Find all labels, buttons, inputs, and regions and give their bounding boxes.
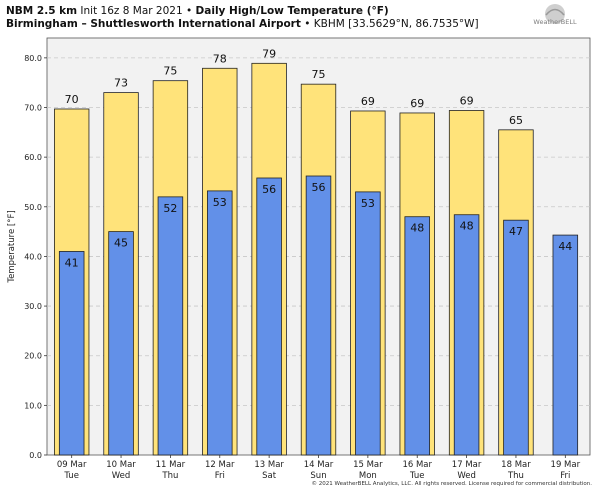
x-tick-label-date: 17 Mar	[452, 460, 482, 470]
y-tick-label: 80.0	[24, 54, 42, 63]
low-temp-bar	[58, 251, 85, 456]
high-temp-label: 78	[213, 52, 227, 65]
y-tick-label: 40.0	[24, 252, 42, 261]
low-temp-bar	[108, 231, 134, 456]
low-temp-label: 41	[65, 256, 79, 269]
x-tick-label-day: Tue	[63, 471, 79, 481]
low-temp-label: 48	[410, 222, 424, 235]
x-tick-label-day: Thu	[161, 471, 178, 481]
model-name: NBM 2.5 km	[6, 5, 78, 17]
y-tick-label: 70.0	[24, 104, 42, 113]
y-tick-label: 10.0	[24, 401, 42, 410]
x-tick-label-day: Sat	[262, 471, 277, 481]
x-tick-label-date: 12 Mar	[205, 460, 235, 470]
high-temp-label: 69	[460, 94, 474, 107]
high-temp-label: 69	[361, 95, 375, 108]
separator: •	[186, 5, 193, 17]
x-tick-label-date: 11 Mar	[156, 460, 186, 470]
x-tick-label-day: Fri	[560, 471, 570, 481]
low-temp-label: 45	[114, 237, 128, 250]
x-tick-label-date: 14 Mar	[304, 460, 334, 470]
x-tick-label-date: 10 Mar	[106, 460, 136, 470]
low-temp-label: 47	[509, 225, 523, 238]
station-name: Birmingham – Shuttlesworth International…	[6, 18, 301, 30]
low-temp-label: 48	[460, 220, 474, 233]
low-temp-bar	[552, 234, 579, 456]
x-tick-label-day: Sun	[310, 471, 326, 481]
x-tick-label-date: 09 Mar	[57, 460, 87, 470]
x-tick-label-day: Tue	[409, 471, 425, 481]
high-temp-label: 65	[509, 114, 523, 127]
high-temp-label: 79	[262, 47, 276, 60]
low-temp-bar	[503, 219, 529, 456]
station-coords: KBHM [33.5629°N, 86.7535°W]	[313, 18, 479, 30]
weatherbell-logo-icon: WeatherBELL	[533, 4, 577, 26]
high-temp-label: 70	[65, 93, 79, 106]
x-tick-label-day: Wed	[112, 471, 131, 481]
high-temp-label: 75	[163, 65, 177, 78]
x-tick-label-day: Fri	[215, 471, 225, 481]
high-temp-label: 75	[312, 68, 326, 81]
y-tick-label: 60.0	[24, 153, 42, 162]
copyright-notice: © 2021 WeatherBELL Analytics, LLC. All r…	[311, 481, 592, 487]
x-tick-label-date: 18 Mar	[501, 460, 531, 470]
y-tick-label: 20.0	[24, 352, 42, 361]
init-time: Init 16z 8 Mar 2021	[80, 5, 183, 17]
low-temp-label: 56	[262, 183, 276, 196]
chart-title: Daily High/Low Temperature (°F)	[195, 5, 389, 17]
x-tick-label-day: Mon	[359, 471, 377, 481]
x-tick-label-date: 19 Mar	[551, 460, 581, 470]
low-temp-bar	[157, 196, 184, 456]
low-temp-label: 52	[163, 202, 177, 215]
chart-header-line2: Birmingham – Shuttlesworth International…	[6, 18, 479, 30]
low-temp-bar	[453, 214, 480, 456]
low-temp-bar	[207, 190, 233, 456]
high-temp-label: 73	[114, 77, 128, 90]
low-temp-bar	[355, 191, 381, 456]
x-tick-label-day: Thu	[507, 471, 524, 481]
x-tick-label-date: 15 Mar	[353, 460, 383, 470]
low-temp-label: 56	[312, 181, 326, 194]
chart-header-line1: NBM 2.5 km Init 16z 8 Mar 2021 • Daily H…	[6, 5, 389, 17]
logo-text: WeatherBELL	[533, 18, 577, 26]
y-tick-label: 50.0	[24, 203, 42, 212]
y-axis-label: Temperature [°F]	[7, 210, 17, 283]
low-temp-bar	[404, 216, 430, 456]
separator: •	[304, 18, 311, 30]
low-temp-label: 44	[558, 240, 572, 253]
high-temp-label: 69	[410, 97, 424, 110]
low-temp-bar	[256, 177, 282, 456]
x-tick-label-date: 16 Mar	[402, 460, 432, 470]
low-temp-label: 53	[361, 197, 375, 210]
x-tick-label-date: 13 Mar	[254, 460, 284, 470]
x-tick-label-day: Wed	[457, 471, 476, 481]
low-temp-label: 53	[213, 196, 227, 209]
y-tick-label: 0.0	[29, 451, 42, 460]
low-temp-bar	[305, 175, 332, 456]
y-tick-label: 30.0	[24, 302, 42, 311]
